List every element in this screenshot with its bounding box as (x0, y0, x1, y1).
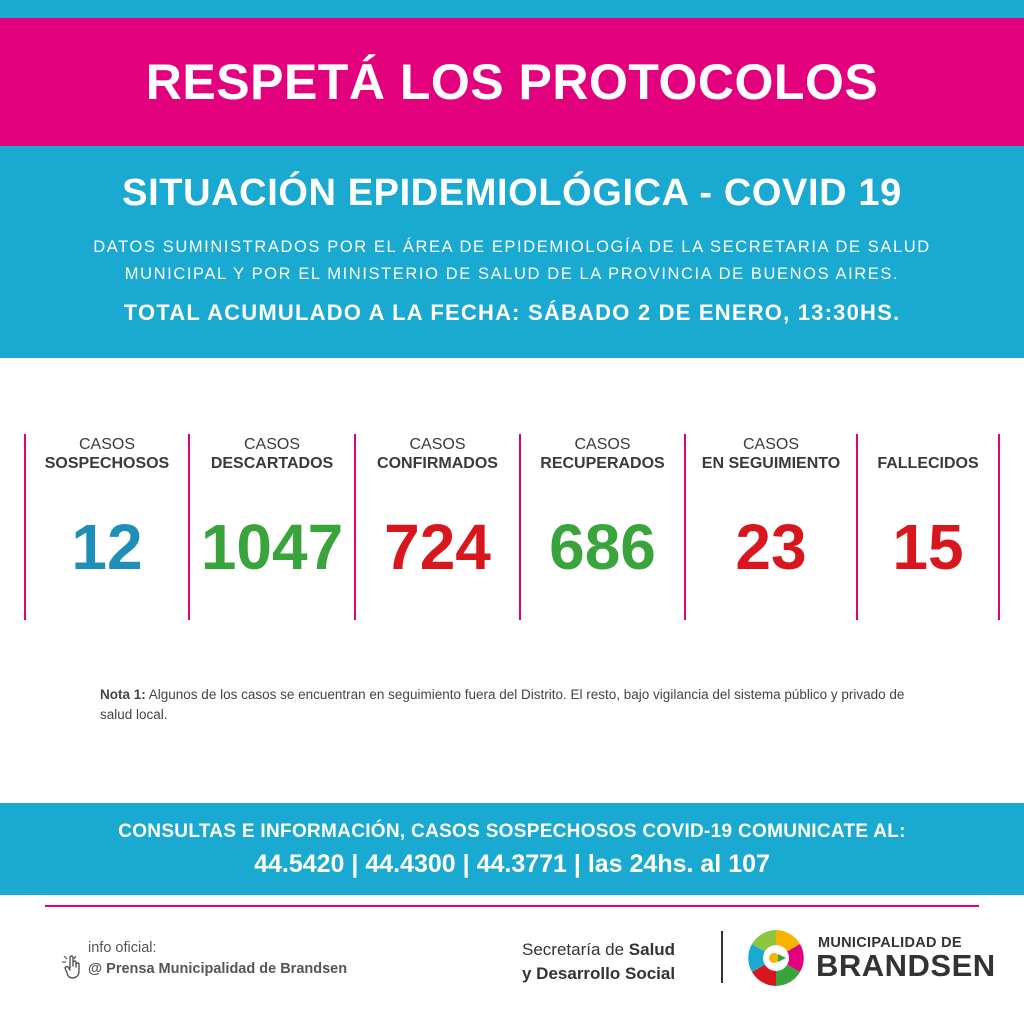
stat-value: 686 (549, 511, 656, 583)
pointer-hand-icon (62, 955, 80, 979)
stat-label: CASOS (78, 436, 135, 453)
info-subtitle-line2: MUNICIPAL Y POR EL MINISTERIO DE SALUD D… (124, 265, 900, 283)
stat-divider (684, 434, 686, 620)
info-panel: SITUACIÓN EPIDEMIOLÓGICA - COVID 19 DATO… (0, 146, 1024, 358)
footer-vertical-divider (721, 931, 723, 983)
stat-label: FALLECIDOS (877, 455, 979, 472)
footer-divider (45, 905, 979, 907)
stat-value: 23 (735, 511, 807, 583)
stat-label: EN SEGUIMIENTO (701, 455, 841, 472)
stat-label: DESCARTADOS (210, 455, 334, 472)
secretaria-line1: Secretaría de Salud (522, 938, 712, 962)
stat-descartados: CASOS DESCARTADOS 1047 (190, 434, 354, 620)
stat-label: CASOS (243, 436, 300, 453)
contact-phones: 44.5420 | 44.4300 | 44.3771 | las 24hs. … (254, 850, 770, 878)
banner-title: RESPETÁ LOS PROTOCOLOS (145, 54, 879, 110)
secretaria-line2: y Desarrollo Social (522, 964, 676, 983)
stat-label: CASOS (409, 436, 466, 453)
contact-title: CONSULTAS E INFORMACIÓN, CASOS SOSPECHOS… (118, 821, 906, 842)
note-label: Nota 1: (100, 687, 146, 702)
secretaria-bold: Salud (628, 940, 676, 959)
stat-divider (354, 434, 356, 620)
stat-value: 724 (384, 511, 491, 583)
contact-panel: CONSULTAS E INFORMACIÓN, CASOS SOSPECHOS… (0, 803, 1024, 895)
stats-panel: CASOS SOSPECHOSOS 12 CASOS DESCARTADOS 1… (24, 434, 1002, 620)
municipality-name: BRANDSEN (816, 948, 996, 983)
secretaria-prefix: Secretaría de (522, 940, 629, 959)
info-oficial-handle: @ Prensa Municipalidad de Brandsen (88, 961, 348, 977)
stat-value: 1047 (200, 511, 344, 583)
stat-label: CONFIRMADOS (377, 455, 498, 472)
info-subtitle-line1: DATOS SUMINISTRADOS POR EL ÁREA DE EPIDE… (93, 238, 931, 256)
stat-en-seguimiento: CASOS EN SEGUIMIENTO 23 (686, 434, 856, 620)
stat-divider (856, 434, 858, 620)
stat-value: 15 (892, 511, 964, 583)
stat-divider (188, 434, 190, 620)
stat-label: SOSPECHOSOS (44, 455, 170, 472)
stat-sospechosos: CASOS SOSPECHOSOS 12 (26, 434, 188, 620)
stat-fallecidos: FALLECIDOS 15 (858, 434, 998, 620)
stat-divider (24, 434, 26, 620)
note-text: Algunos de los casos se encuentran en se… (100, 687, 905, 722)
top-strip (0, 0, 1024, 18)
stat-confirmados: CASOS CONFIRMADOS 724 (356, 434, 519, 620)
note: Nota 1: Algunos de los casos se encuentr… (100, 685, 920, 725)
stat-divider (998, 434, 1000, 620)
stat-divider (519, 434, 521, 620)
info-date: TOTAL ACUMULADO A LA FECHA: SÁBADO 2 DE … (123, 300, 901, 325)
stat-label: CASOS (742, 436, 799, 453)
stat-label: CASOS (574, 436, 631, 453)
info-title: SITUACIÓN EPIDEMIOLÓGICA - COVID 19 (122, 172, 902, 214)
secretaria: Secretaría de Salud y Desarrollo Social (522, 938, 712, 986)
stat-value: 12 (71, 511, 143, 583)
info-oficial-label: info oficial: (88, 940, 157, 956)
stat-recuperados: CASOS RECUPERADOS 686 (521, 434, 684, 620)
municipal-logo-icon (748, 930, 804, 986)
stat-label: RECUPERADOS (540, 455, 665, 472)
info-subtitle: DATOS SUMINISTRADOS POR EL ÁREA DE EPIDE… (40, 234, 984, 288)
municipality-label: MUNICIPALIDAD DE (818, 935, 962, 951)
banner: RESPETÁ LOS PROTOCOLOS (0, 18, 1024, 146)
